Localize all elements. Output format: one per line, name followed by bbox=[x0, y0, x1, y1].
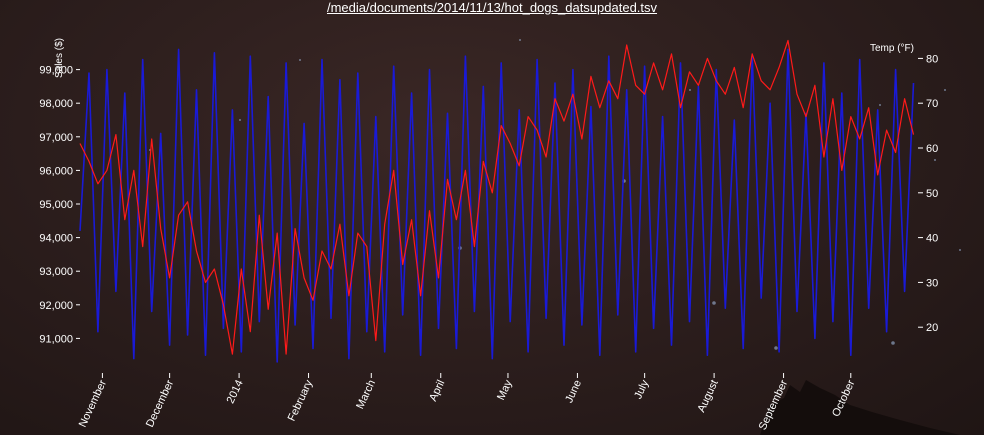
left-y-axis: 91,000 92,000 93,000 94,000 95,000 96,000 97,0… bbox=[39, 65, 80, 345]
star-dot bbox=[712, 301, 716, 305]
series-layer bbox=[79, 39, 915, 363]
left-tick-label: 91,000 bbox=[39, 333, 73, 345]
x-axis: November December 2014 February March April Ma… bbox=[77, 373, 858, 432]
right-y-axis: 20 30 40 50 60 70 80 bbox=[918, 53, 938, 334]
right-tick-label: 60 bbox=[926, 143, 938, 155]
x-tick-label: July bbox=[632, 378, 651, 401]
left-tick-label: 92,000 bbox=[39, 300, 73, 312]
star-dot bbox=[519, 39, 521, 41]
x-tick-label: August bbox=[695, 378, 720, 414]
sales-series-line bbox=[79, 48, 915, 363]
star-dot bbox=[774, 346, 778, 350]
left-tick-label: 99,000 bbox=[39, 65, 73, 77]
right-tick-label: 30 bbox=[926, 277, 938, 289]
star-dot bbox=[239, 119, 241, 121]
star-dot bbox=[879, 104, 881, 106]
right-tick-label: 70 bbox=[926, 98, 938, 110]
tree-silhouette bbox=[760, 380, 960, 435]
left-tick-label: 94,000 bbox=[39, 233, 73, 245]
right-tick-label: 50 bbox=[926, 188, 938, 200]
x-tick-label: February bbox=[286, 378, 316, 423]
star-dot bbox=[689, 89, 691, 91]
x-tick-label: June bbox=[563, 378, 584, 405]
left-tick-label: 95,000 bbox=[39, 199, 73, 211]
background-stars bbox=[149, 39, 961, 350]
file-title-link[interactable]: /media/documents/2014/11/13/hot_dogs_dat… bbox=[326, 0, 658, 15]
star-dot bbox=[934, 159, 936, 161]
x-tick-label: March bbox=[354, 378, 378, 411]
star-dot bbox=[959, 249, 961, 251]
star-dot bbox=[299, 59, 301, 61]
background-trees bbox=[760, 380, 960, 435]
temp-series-line bbox=[79, 39, 915, 355]
left-axis-label: Sales ($) bbox=[54, 38, 65, 78]
right-tick-label: 80 bbox=[926, 53, 938, 65]
x-tick-label: 2014 bbox=[225, 378, 246, 405]
x-tick-label: December bbox=[144, 378, 176, 429]
left-tick-label: 93,000 bbox=[39, 266, 73, 278]
left-tick-label: 97,000 bbox=[39, 132, 73, 144]
x-tick-label: April bbox=[427, 378, 447, 403]
star-dot bbox=[944, 89, 946, 91]
right-tick-label: 20 bbox=[926, 322, 938, 334]
x-tick-label: May bbox=[495, 378, 515, 402]
right-axis-label: Temp (°F) bbox=[870, 43, 914, 54]
left-tick-label: 98,000 bbox=[39, 98, 73, 110]
right-tick-label: 40 bbox=[926, 233, 938, 245]
left-tick-label: 96,000 bbox=[39, 165, 73, 177]
star-dot bbox=[891, 341, 895, 345]
x-tick-label: November bbox=[77, 378, 109, 429]
